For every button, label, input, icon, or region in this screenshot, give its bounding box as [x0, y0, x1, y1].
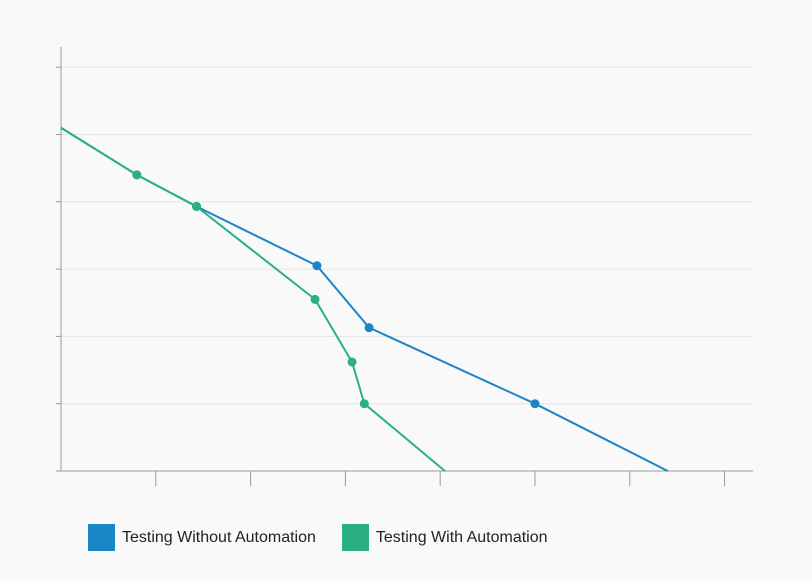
data-point[interactable]: [132, 170, 142, 180]
axes: [56, 47, 753, 486]
series-layer: [60, 126, 669, 472]
data-point[interactable]: [310, 294, 320, 304]
series-1: [60, 126, 669, 472]
data-point[interactable]: [364, 323, 374, 333]
grid-lines: [61, 66, 753, 405]
series-2: [60, 126, 446, 472]
data-point[interactable]: [359, 399, 369, 409]
legend-swatch-without-automation: [88, 524, 115, 551]
series-line-1: [60, 126, 669, 472]
legend-item-with-automation[interactable]: Testing With Automation: [341, 524, 548, 551]
data-point[interactable]: [347, 357, 357, 367]
legend-label-without-automation: Testing Without Automation: [122, 528, 316, 546]
data-point[interactable]: [312, 261, 322, 271]
legend-label-with-automation: Testing With Automation: [375, 528, 548, 546]
legend-item-without-automation[interactable]: Testing Without Automation: [88, 524, 316, 551]
legend-swatch-with-automation: [341, 524, 369, 551]
legend: Testing Without Automation Testing With …: [88, 524, 574, 551]
data-point[interactable]: [530, 399, 540, 409]
data-point[interactable]: [192, 202, 202, 212]
series-line-2: [60, 126, 446, 472]
